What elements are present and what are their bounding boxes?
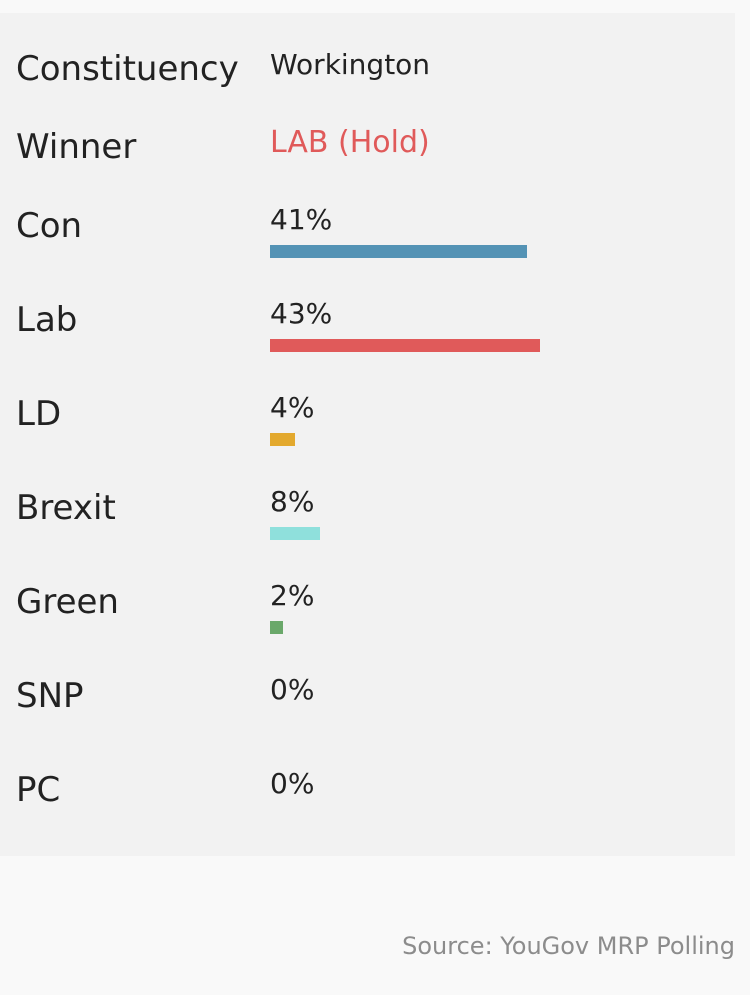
- party-value-brexit: 8%: [270, 485, 315, 518]
- winner-value: LAB (Hold): [270, 125, 430, 160]
- party-value-con: 41%: [270, 203, 333, 236]
- constituency-label: Constituency: [16, 49, 239, 89]
- party-label-pc: PC: [16, 770, 61, 810]
- source-note: Source: YouGov MRP Polling: [402, 932, 735, 960]
- party-value-green: 2%: [270, 579, 315, 612]
- party-label-snp: SNP: [16, 676, 84, 716]
- party-bar-con: [270, 245, 527, 258]
- party-label-ld: LD: [16, 394, 62, 434]
- party-bar-lab: [270, 339, 540, 352]
- party-label-brexit: Brexit: [16, 488, 116, 528]
- party-value-pc: 0%: [270, 767, 315, 800]
- constituency-value: Workington: [270, 48, 431, 81]
- party-bar-ld: [270, 433, 295, 446]
- party-value-ld: 4%: [270, 391, 315, 424]
- party-label-lab: Lab: [16, 300, 78, 340]
- results-panel: [0, 13, 735, 856]
- party-label-green: Green: [16, 582, 119, 622]
- party-value-snp: 0%: [270, 673, 315, 706]
- party-bar-brexit: [270, 527, 320, 540]
- party-label-con: Con: [16, 206, 83, 246]
- party-value-lab: 43%: [270, 297, 333, 330]
- winner-label: Winner: [16, 127, 137, 167]
- party-bar-green: [270, 621, 283, 634]
